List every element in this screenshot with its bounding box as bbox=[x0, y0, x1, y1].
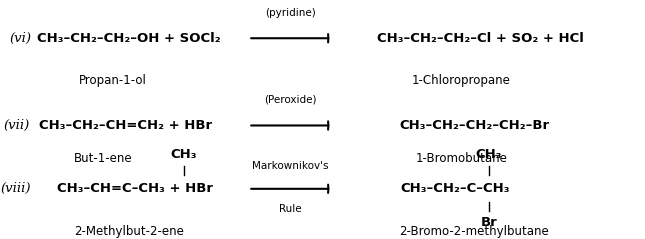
Text: 2-Methylbut-2-ene: 2-Methylbut-2-ene bbox=[74, 225, 184, 238]
Text: CH₃–CH₂–CH₂–OH + SOCl₂: CH₃–CH₂–CH₂–OH + SOCl₂ bbox=[37, 32, 221, 45]
Text: (vi): (vi) bbox=[10, 32, 32, 45]
Text: 1-Chloropropane: 1-Chloropropane bbox=[412, 74, 511, 87]
Text: (vii): (vii) bbox=[3, 119, 30, 132]
Text: (viii): (viii) bbox=[0, 182, 30, 195]
Text: 1-Bromobutane: 1-Bromobutane bbox=[415, 152, 507, 165]
Text: Markownikov's: Markownikov's bbox=[252, 161, 328, 171]
Text: CH₃: CH₃ bbox=[170, 148, 197, 161]
Text: But-1-ene: But-1-ene bbox=[74, 152, 132, 165]
Text: Br: Br bbox=[481, 216, 497, 229]
Text: Propan-1-ol: Propan-1-ol bbox=[79, 74, 147, 87]
Text: CH₃: CH₃ bbox=[475, 148, 502, 161]
Text: CH₃–CH₂–CH=CH₂ + HBr: CH₃–CH₂–CH=CH₂ + HBr bbox=[39, 119, 212, 132]
Text: (pyridine): (pyridine) bbox=[265, 8, 315, 18]
Text: CH₃–CH₂–C–CH₃: CH₃–CH₂–C–CH₃ bbox=[400, 182, 510, 195]
Text: CH₃–CH₂–CH₂–CH₂–Br: CH₃–CH₂–CH₂–CH₂–Br bbox=[399, 119, 549, 132]
Text: Rule: Rule bbox=[279, 204, 302, 214]
Text: CH₃–CH=C–CH₃ + HBr: CH₃–CH=C–CH₃ + HBr bbox=[57, 182, 213, 195]
Text: CH₃–CH₂–CH₂–Cl + SO₂ + HCl: CH₃–CH₂–CH₂–Cl + SO₂ + HCl bbox=[377, 32, 584, 45]
Text: (Peroxide): (Peroxide) bbox=[264, 94, 317, 104]
Text: 2-Bromo-2-methylbutane: 2-Bromo-2-methylbutane bbox=[399, 225, 549, 238]
